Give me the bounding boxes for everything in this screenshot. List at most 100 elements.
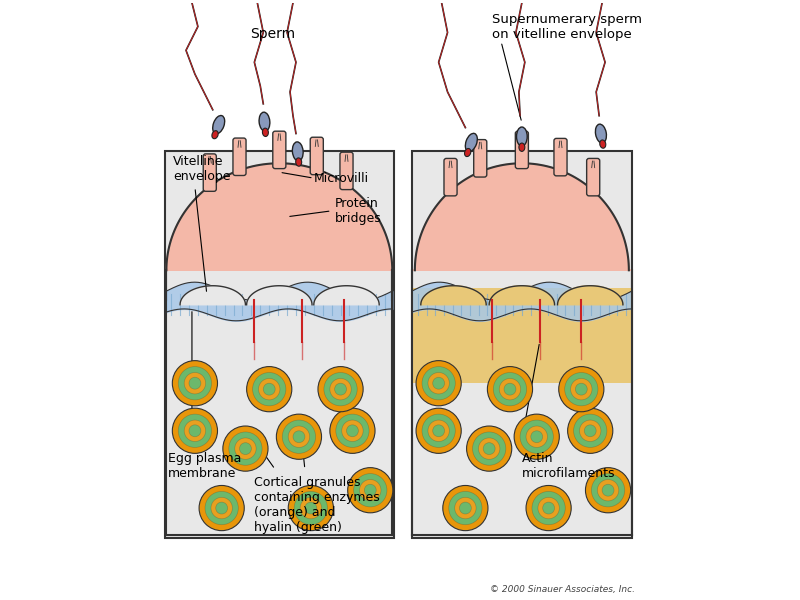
Circle shape [342,420,363,442]
Circle shape [336,414,369,448]
Circle shape [184,373,206,394]
Circle shape [334,383,346,395]
Circle shape [586,467,630,513]
Circle shape [542,502,554,514]
Circle shape [584,425,596,437]
Ellipse shape [466,133,478,152]
Circle shape [428,420,450,442]
Circle shape [568,408,613,454]
Polygon shape [314,286,379,305]
FancyBboxPatch shape [515,131,529,169]
Text: © 2000 Sinauer Associates, Inc.: © 2000 Sinauer Associates, Inc. [490,585,635,594]
Circle shape [499,379,521,400]
Circle shape [598,479,618,501]
Circle shape [565,373,598,406]
Circle shape [504,383,516,395]
Ellipse shape [517,127,527,146]
Ellipse shape [595,124,606,143]
Circle shape [526,485,571,530]
Circle shape [443,485,488,530]
Text: Cortical granules
containing enzymes
(orange) and
hyalin (green): Cortical granules containing enzymes (or… [254,476,380,534]
Circle shape [422,414,455,448]
Circle shape [433,377,445,389]
Circle shape [558,367,604,412]
Circle shape [530,431,542,443]
Ellipse shape [465,148,471,157]
Circle shape [263,383,275,395]
Ellipse shape [262,128,268,136]
FancyBboxPatch shape [474,140,486,177]
Circle shape [473,432,506,465]
Circle shape [184,420,206,442]
FancyBboxPatch shape [586,158,600,196]
FancyBboxPatch shape [413,288,630,383]
Circle shape [318,367,363,412]
Circle shape [348,467,393,513]
Circle shape [494,373,526,406]
Circle shape [449,491,482,524]
Circle shape [359,479,381,501]
Circle shape [526,426,547,448]
Text: Sperm: Sperm [250,28,294,41]
Circle shape [223,426,268,471]
Circle shape [172,408,218,454]
Circle shape [602,484,614,496]
Ellipse shape [519,143,525,151]
Circle shape [428,373,450,394]
Text: Egg plasma
membrane: Egg plasma membrane [168,452,242,481]
Circle shape [487,367,533,412]
Ellipse shape [213,116,225,134]
Circle shape [178,367,211,400]
Circle shape [288,426,310,448]
Circle shape [364,484,376,496]
Ellipse shape [212,131,218,139]
Circle shape [422,367,455,400]
Circle shape [246,367,292,412]
Circle shape [324,373,357,406]
Circle shape [459,502,471,514]
Text: Microvilli: Microvilli [314,172,369,185]
Ellipse shape [292,142,303,161]
Circle shape [570,379,592,400]
Circle shape [330,408,375,454]
Ellipse shape [600,140,606,148]
Circle shape [416,408,462,454]
Circle shape [211,497,232,519]
FancyBboxPatch shape [273,131,286,169]
Polygon shape [180,286,246,305]
Circle shape [575,383,587,395]
Circle shape [346,425,358,437]
Circle shape [466,426,512,471]
Text: Vitelline
envelope: Vitelline envelope [173,155,230,183]
Circle shape [591,473,625,507]
Circle shape [354,473,387,507]
Circle shape [579,420,601,442]
Text: Protein
bridges: Protein bridges [334,197,382,225]
Circle shape [330,379,351,400]
FancyBboxPatch shape [554,139,567,176]
Circle shape [293,431,305,443]
Circle shape [478,438,500,460]
Ellipse shape [296,158,302,166]
FancyBboxPatch shape [340,152,353,190]
Polygon shape [166,163,392,270]
Circle shape [288,485,334,530]
Circle shape [294,491,327,524]
Circle shape [520,420,554,454]
Circle shape [305,502,317,514]
Text: Actin
microfilaments: Actin microfilaments [522,452,615,481]
Circle shape [178,414,211,448]
Circle shape [172,361,218,406]
FancyBboxPatch shape [233,138,246,176]
Circle shape [514,414,559,460]
Text: Supernumerary sperm
on vitelline envelope: Supernumerary sperm on vitelline envelop… [492,13,642,41]
Polygon shape [421,286,486,305]
Circle shape [454,497,476,519]
Circle shape [216,502,228,514]
Circle shape [253,373,286,406]
Circle shape [483,443,495,455]
Polygon shape [558,286,623,305]
Circle shape [282,420,315,454]
Circle shape [532,491,566,524]
FancyBboxPatch shape [444,158,457,196]
